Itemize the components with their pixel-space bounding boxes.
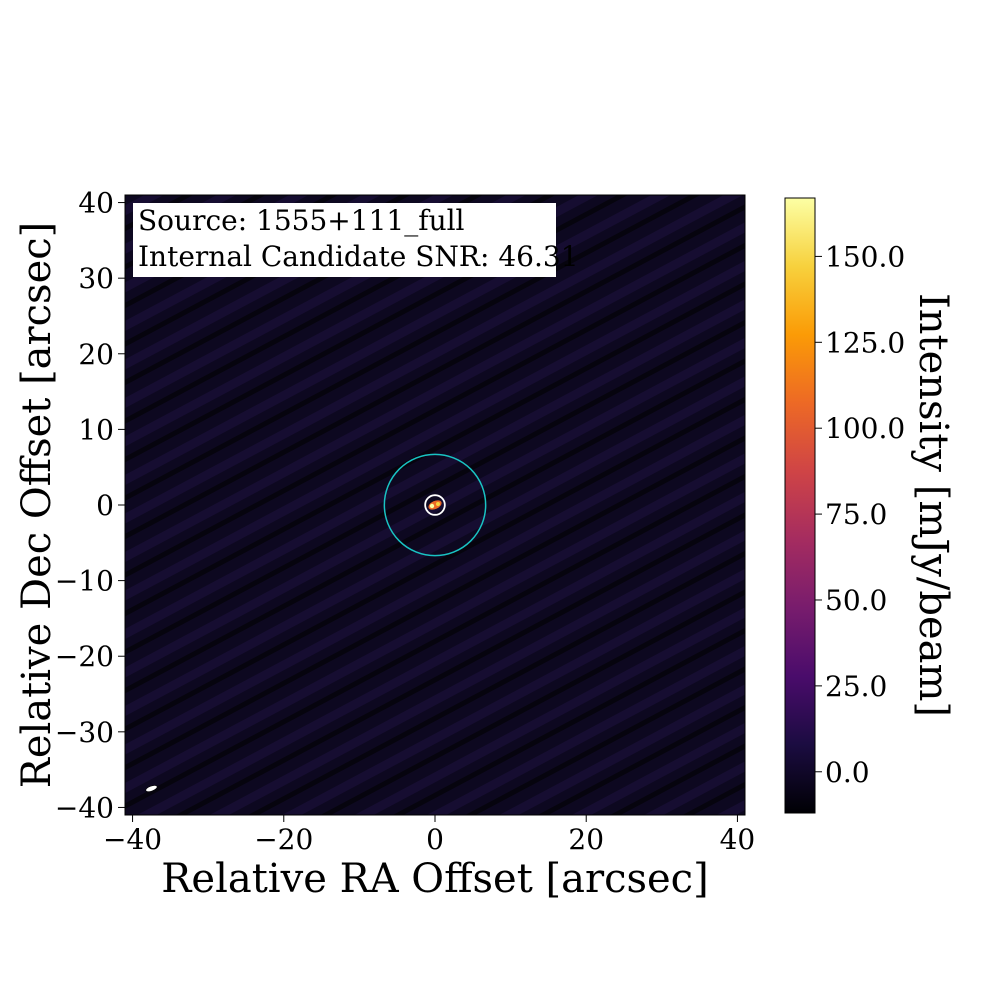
beam-ellipse <box>145 785 158 792</box>
annotation-box: Source: 1555+111_full Internal Candidate… <box>133 203 579 277</box>
x-tick-label: −20 <box>254 823 313 856</box>
y-tick-label: −40 <box>55 791 114 824</box>
colorbar-label: Intensity [mJy/beam] <box>910 293 956 717</box>
image-panel <box>124 194 746 816</box>
y-tick-label: 0 <box>96 489 114 522</box>
annotation-line-1: Source: 1555+111_full <box>138 204 465 237</box>
y-tick-label: 20 <box>78 338 114 371</box>
annotation-background <box>133 203 556 277</box>
x-tick-label: 0 <box>426 823 444 856</box>
colorbar-tick-label: 100.0 <box>825 412 905 445</box>
y-tick-label: −30 <box>55 716 114 749</box>
x-axis-label: Relative RA Offset [arcsec] <box>161 856 708 902</box>
colorbar: 0.0 25.0 50.0 75.0 100.0 125.0 150.0 Intensity… <box>784 197 956 814</box>
colorbar-ticks: 0.0 25.0 50.0 75.0 100.0 125.0 150.0 <box>815 240 905 789</box>
x-axis-ticks: −40 −20 0 20 40 <box>103 815 755 856</box>
annotation-line-2: Internal Candidate SNR: 46.31 <box>138 240 579 273</box>
y-tick-label: 40 <box>78 187 114 220</box>
colorbar-tick-label: 75.0 <box>825 498 887 531</box>
x-tick-label: −40 <box>103 823 162 856</box>
outer-circle <box>383 453 487 557</box>
colorbar-gradient <box>784 197 816 814</box>
y-axis-label: Relative Dec Offset [arcsec] <box>14 222 60 789</box>
y-tick-label: 30 <box>78 262 114 295</box>
x-tick-label: 40 <box>720 823 756 856</box>
y-tick-label: 10 <box>78 413 114 446</box>
y-axis-ticks: 40 30 20 10 0 −10 −20 −30 −40 <box>55 187 125 824</box>
source-emission <box>428 500 442 510</box>
y-tick-label: −10 <box>55 565 114 598</box>
source-peak <box>429 503 435 509</box>
source-peak <box>436 502 440 506</box>
x-tick-label: 20 <box>568 823 604 856</box>
colorbar-tick-label: 25.0 <box>825 670 887 703</box>
inner-circle <box>424 494 446 516</box>
colorbar-tick-label: 150.0 <box>825 240 905 273</box>
colorbar-tick-label: 50.0 <box>825 584 887 617</box>
y-tick-label: −20 <box>55 640 114 673</box>
colorbar-tick-label: 125.0 <box>825 326 905 359</box>
image-features <box>145 453 487 792</box>
colorbar-tick-label: 0.0 <box>825 756 870 789</box>
